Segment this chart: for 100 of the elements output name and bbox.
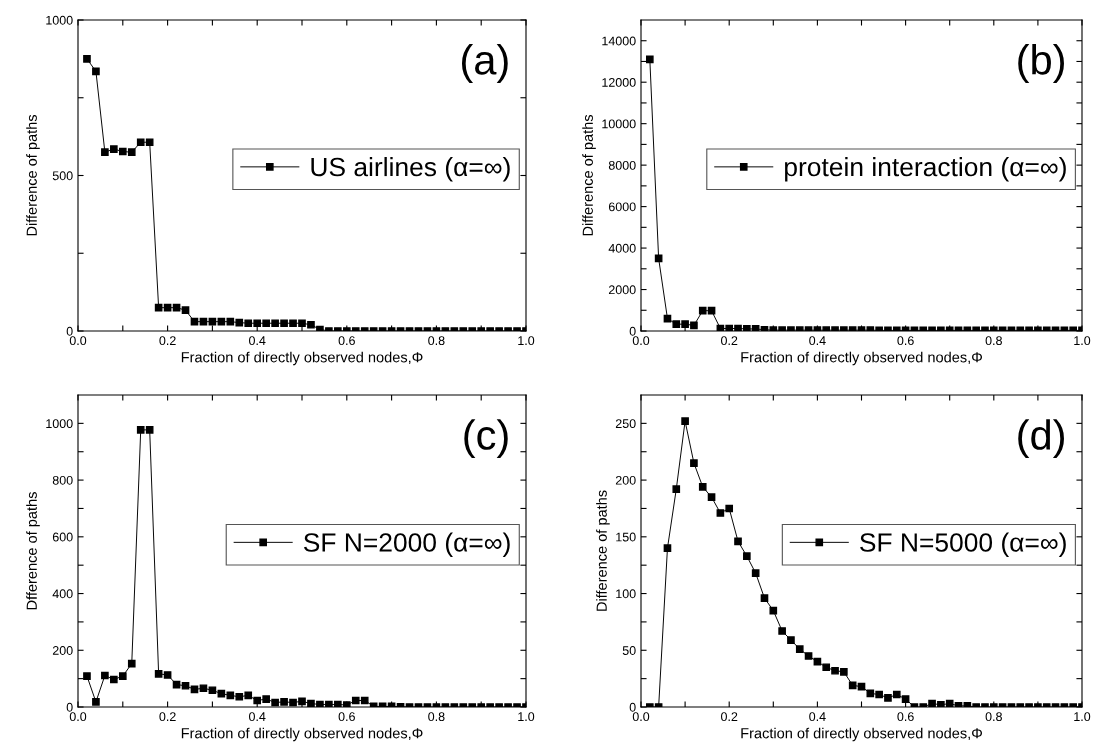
y-tick-label: 500 — [52, 171, 73, 181]
point — [181, 306, 190, 314]
point — [769, 606, 778, 615]
point — [690, 459, 698, 467]
x-tick-label: 1.0 — [1074, 336, 1091, 346]
x-tick-label: 0.6 — [338, 712, 355, 722]
x-tick-label: 0.6 — [338, 336, 355, 346]
point — [280, 319, 288, 328]
annotation: (d) — [1018, 419, 1064, 459]
annotation: (b) — [1018, 44, 1064, 83]
point — [271, 319, 279, 328]
y-tick-label: 400 — [52, 589, 73, 599]
point — [892, 690, 901, 699]
point — [163, 671, 172, 679]
point — [118, 147, 127, 156]
point — [351, 696, 360, 705]
annotation: (a) — [461, 44, 508, 83]
point — [280, 698, 288, 706]
point — [244, 319, 253, 328]
x-tick-label: 0.8 — [428, 712, 445, 722]
point — [778, 627, 786, 635]
x-tick-label: 0.4 — [249, 336, 266, 346]
point — [253, 319, 262, 328]
y-tick-label: 150 — [616, 532, 636, 542]
point — [298, 319, 306, 328]
point — [663, 544, 672, 552]
x-tick-label: 0.4 — [249, 712, 266, 722]
y-tick-label: 8000 — [608, 160, 636, 170]
x-tick-label: 0.6 — [897, 712, 914, 722]
point — [271, 698, 279, 707]
x-tick-label: 0.2 — [721, 336, 738, 346]
y-axis-title: Difference of paths — [596, 490, 610, 611]
y-tick-label: 12000 — [602, 78, 636, 87]
y-tick-label: 600 — [52, 532, 73, 542]
point — [101, 671, 109, 680]
point — [289, 319, 297, 328]
x-tick-label: 0.0 — [69, 712, 87, 722]
point — [244, 691, 253, 700]
legend-label: US airlines (α=∞) — [311, 156, 510, 182]
annotation: (c) — [464, 419, 508, 459]
x-tick-label: 0.8 — [985, 712, 1002, 722]
point — [645, 55, 654, 64]
point — [831, 666, 839, 675]
y-tick-label: 1000 — [46, 419, 73, 429]
point — [289, 698, 297, 707]
point — [145, 138, 154, 147]
point — [901, 695, 910, 703]
y-tick-label: 0 — [66, 326, 73, 336]
y-tick-label: 200 — [52, 646, 73, 655]
legend-label: SF N=2000 (α=∞) — [303, 532, 510, 558]
point — [690, 321, 698, 330]
point — [875, 690, 883, 699]
point — [707, 493, 716, 501]
x-tick-label: 1.0 — [518, 336, 535, 346]
y-tick-label: 0 — [629, 326, 636, 336]
x-tick-label: 1.0 — [1074, 712, 1091, 722]
point — [235, 692, 244, 701]
point — [92, 698, 100, 706]
point — [804, 652, 813, 660]
point — [307, 320, 315, 329]
point — [199, 684, 208, 693]
y-tick-label: 2000 — [608, 285, 636, 295]
point — [181, 681, 190, 690]
y-axis-title: Dfference of paths — [26, 492, 40, 610]
point — [83, 672, 91, 680]
y-tick-label: 0 — [66, 702, 73, 712]
x-tick-label: 0.0 — [632, 712, 650, 722]
point — [734, 537, 742, 546]
x-axis-title: Fraction of directly observed nodes,Φ — [741, 727, 983, 742]
point — [235, 318, 244, 327]
point — [127, 148, 136, 156]
y-tick-label: 50 — [622, 646, 636, 655]
point — [92, 67, 100, 76]
point — [360, 696, 369, 705]
legend-label: protein interaction (α=∞) — [785, 156, 1066, 182]
point — [672, 320, 681, 328]
point — [136, 138, 145, 147]
point — [110, 145, 118, 153]
point — [725, 504, 734, 513]
y-tick-label: 1000 — [46, 15, 73, 25]
point — [795, 645, 804, 653]
x-tick-label: 0.0 — [632, 336, 650, 346]
x-tick-label: 1.0 — [518, 712, 535, 722]
y-axis-title: Difference of paths — [26, 114, 40, 236]
point — [118, 672, 127, 680]
y-tick-label: 10000 — [602, 119, 636, 129]
x-tick-label: 0.6 — [897, 336, 914, 346]
y-axis-title: Difference of paths — [582, 114, 596, 236]
x-tick-label: 0.4 — [809, 712, 826, 722]
y-tick-label: 250 — [615, 419, 636, 429]
point — [262, 695, 270, 703]
y-tick-label: 6000 — [608, 202, 636, 212]
x-tick-label: 0.8 — [985, 336, 1002, 346]
point — [743, 325, 751, 331]
point — [110, 675, 118, 684]
point — [83, 55, 91, 63]
point — [743, 552, 751, 560]
x-tick-label: 0.8 — [428, 336, 445, 346]
point — [127, 659, 136, 668]
point — [136, 426, 145, 434]
